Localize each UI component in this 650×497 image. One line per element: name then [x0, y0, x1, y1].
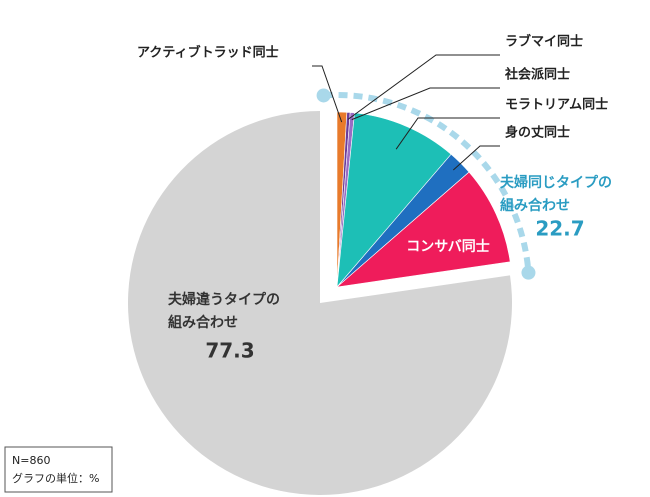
arc-end: [316, 88, 331, 103]
slice-label: ラブマイ同士: [505, 34, 583, 50]
arc-end: [521, 265, 536, 280]
group-label: 組み合わせ: [168, 314, 238, 331]
leader-line: [395, 117, 500, 150]
group-label: 組み合わせ: [500, 197, 570, 214]
slice-label: 社会派同士: [504, 67, 570, 83]
pie-slice: [336, 171, 511, 288]
slice-label: アクティブトラッド同士: [137, 45, 279, 61]
note: グラフの単位：%: [12, 471, 99, 485]
leader-line: [312, 65, 343, 123]
slice-label: 身の丈同士: [505, 125, 570, 141]
leader-line: [452, 145, 500, 171]
slice-label: コンサバ同士: [406, 238, 489, 255]
pie-slice: [127, 111, 512, 496]
group-label: 夫婦同じタイプの: [500, 174, 612, 191]
group-arc: [323, 92, 532, 273]
pie-slice: [336, 112, 452, 288]
slice-label: モラトリアム同士: [505, 97, 608, 113]
group-value: 77.3: [205, 339, 254, 363]
group-label: 夫婦違うタイプの: [168, 291, 280, 308]
leader-line: [347, 54, 500, 120]
leader-line: [351, 87, 500, 121]
note-box: [4, 446, 113, 493]
group-value: 22.7: [535, 217, 584, 241]
note: N=860: [12, 454, 50, 467]
